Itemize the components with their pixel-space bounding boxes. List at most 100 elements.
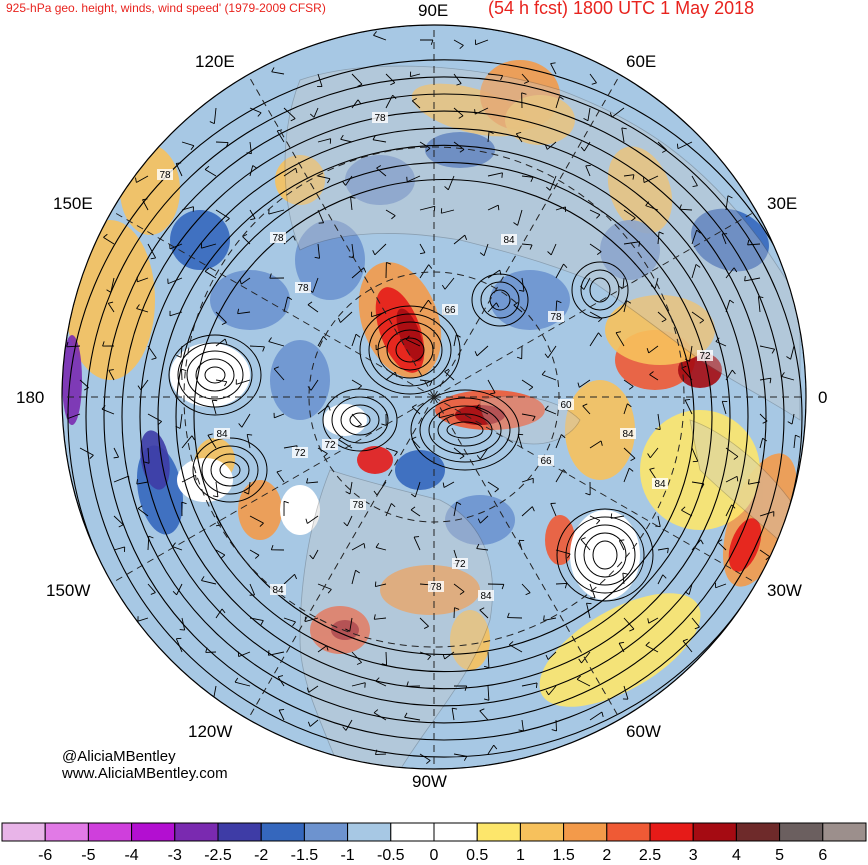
wind-barb-flag bbox=[373, 31, 377, 36]
wind-barb bbox=[657, 311, 667, 320]
wind-barb bbox=[623, 685, 629, 700]
wind-barb-flag bbox=[630, 457, 636, 462]
wind-barb bbox=[589, 711, 603, 721]
wind-barb-flag bbox=[661, 319, 667, 323]
anomaly-shading-patch bbox=[395, 450, 445, 490]
height-contour bbox=[471, 273, 529, 327]
wind-barb bbox=[587, 107, 591, 121]
lon-label-30e: 30E bbox=[767, 194, 798, 213]
colorbar-swatch bbox=[390, 822, 435, 842]
wind-barb-flag bbox=[444, 368, 450, 373]
wind-barb bbox=[211, 400, 217, 415]
wind-barb-flag bbox=[643, 177, 645, 183]
wind-barb-flag bbox=[530, 177, 534, 182]
contour-labels: 78 78 78 78 84 66 78 84 72 72 84 78 66 84 72 84 78 84 60 72 bbox=[157, 112, 713, 602]
wind-barb bbox=[549, 175, 557, 191]
colorbar: -6 -5 -4 -3 -2.5 -2 -1.5 -1 -0.5 0 0.5 1 1.5 2 2.5 3 4 5 6 bbox=[1, 822, 867, 864]
height-contour bbox=[556, 508, 654, 602]
anomaly-shading-patch bbox=[275, 155, 325, 205]
wind-barb-flag bbox=[474, 109, 476, 115]
wind-barb bbox=[583, 277, 591, 290]
wind-barb bbox=[215, 141, 229, 143]
wind-barb bbox=[691, 447, 699, 462]
contour-label: 84 bbox=[272, 585, 284, 596]
colorbar-tick-label: -4 bbox=[124, 847, 138, 864]
wind-barb bbox=[249, 345, 265, 348]
wind-barb-flag bbox=[427, 655, 432, 661]
wind-barb-flag bbox=[577, 382, 580, 388]
wind-barb bbox=[411, 438, 421, 449]
wind-barb bbox=[248, 481, 251, 495]
wind-barb-flag bbox=[220, 554, 226, 559]
wind-barb bbox=[721, 401, 727, 415]
wind-barb bbox=[317, 73, 323, 87]
wind-barb bbox=[517, 434, 523, 449]
wind-barb bbox=[621, 127, 625, 143]
contour-label-bg bbox=[501, 234, 517, 245]
wind-barb bbox=[376, 167, 387, 177]
wind-barb-flag bbox=[479, 252, 485, 257]
wind-barb-flag bbox=[582, 403, 588, 407]
wind-barb-flag bbox=[544, 144, 548, 150]
wind-barb bbox=[312, 549, 319, 560]
wind-barb bbox=[313, 107, 319, 118]
meridian-line bbox=[433, 74, 621, 398]
wind-barb-flag bbox=[394, 451, 398, 457]
wind-barb bbox=[679, 208, 693, 211]
wind-barb bbox=[419, 243, 426, 253]
wind-barb bbox=[67, 413, 81, 419]
wind-barb-flag bbox=[518, 289, 525, 292]
contour-label-bg bbox=[214, 428, 230, 439]
wind-barb bbox=[351, 243, 355, 258]
wind-barb bbox=[385, 94, 394, 109]
wind-barb bbox=[340, 311, 353, 323]
wind-barb-flag bbox=[556, 300, 562, 304]
map-border bbox=[61, 24, 807, 770]
colorbar-swatch bbox=[131, 822, 176, 842]
wind-barb bbox=[207, 434, 217, 449]
wind-barb bbox=[136, 481, 149, 485]
wind-barb bbox=[419, 299, 429, 313]
wind-barb bbox=[283, 445, 298, 449]
wind-barb bbox=[249, 583, 256, 596]
contour-label-bg bbox=[652, 478, 668, 489]
wind-barb bbox=[688, 583, 693, 595]
wind-barb bbox=[691, 539, 702, 551]
contour-label: 78 bbox=[550, 312, 562, 323]
wind-barb bbox=[181, 617, 186, 631]
wind-barb bbox=[623, 468, 630, 483]
wind-barb bbox=[544, 409, 557, 415]
wind-barb bbox=[240, 277, 251, 285]
wind-barb-flag bbox=[142, 198, 148, 201]
colorbar-swatch bbox=[174, 822, 219, 842]
wind-barb-flag bbox=[541, 370, 546, 375]
wind-barb bbox=[521, 583, 531, 594]
wind-barb-flag bbox=[136, 479, 138, 485]
wind-barb bbox=[317, 336, 324, 347]
wind-barb-flag bbox=[475, 404, 480, 409]
wind-barb-flag bbox=[259, 522, 264, 527]
anomaly-shading-patch bbox=[445, 495, 515, 545]
wind-barb-flag bbox=[144, 461, 150, 464]
wind-barb bbox=[725, 299, 731, 313]
wind-barb bbox=[351, 73, 363, 85]
wind-barb bbox=[283, 296, 289, 313]
wind-barb bbox=[351, 413, 362, 426]
anomaly-shading-patch bbox=[62, 335, 82, 425]
wind-barb-flag bbox=[106, 289, 112, 293]
wind-barb-flag bbox=[237, 308, 240, 314]
height-contour bbox=[175, 161, 713, 673]
wind-barb-flag bbox=[476, 543, 480, 549]
wind-barb-flag bbox=[306, 687, 310, 693]
anomaly-shading-patch bbox=[170, 210, 230, 270]
lon-label-150w: 150W bbox=[46, 581, 91, 600]
wind-barb bbox=[657, 574, 664, 585]
wind-barb-flag bbox=[456, 334, 461, 338]
wind-barb bbox=[623, 209, 636, 219]
wind-barb-flag bbox=[412, 404, 417, 408]
wind-barb-flag bbox=[287, 296, 293, 300]
wind-barb-flag bbox=[442, 482, 445, 488]
contour-label: 84 bbox=[216, 429, 228, 440]
wind-barb bbox=[278, 709, 285, 721]
wind-barb bbox=[237, 311, 251, 315]
